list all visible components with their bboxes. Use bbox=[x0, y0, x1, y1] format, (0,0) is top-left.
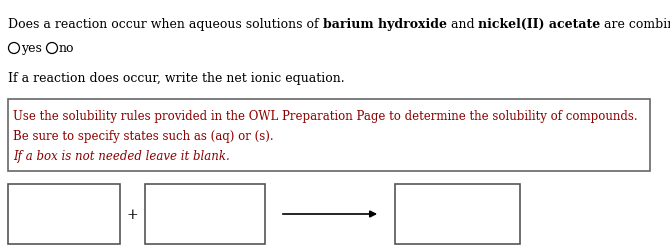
Text: Does a reaction occur when aqueous solutions of: Does a reaction occur when aqueous solut… bbox=[8, 18, 323, 31]
Text: Be sure to specify states such as (aq) or (s).: Be sure to specify states such as (aq) o… bbox=[13, 130, 273, 142]
Text: Use the solubility rules provided in the OWL Preparation Page to determine the s: Use the solubility rules provided in the… bbox=[13, 110, 638, 122]
Bar bbox=[8, 100, 650, 171]
Text: +: + bbox=[127, 207, 138, 221]
Text: If a reaction does occur, write the net ionic equation.: If a reaction does occur, write the net … bbox=[8, 72, 344, 85]
Text: nickel(II) acetate: nickel(II) acetate bbox=[478, 18, 600, 31]
Text: no: no bbox=[59, 42, 74, 55]
Text: and: and bbox=[447, 18, 478, 31]
Bar bbox=[395, 184, 520, 244]
Text: If a box is not needed leave it blank.: If a box is not needed leave it blank. bbox=[13, 150, 230, 162]
Bar bbox=[145, 184, 265, 244]
Text: barium hydroxide: barium hydroxide bbox=[323, 18, 447, 31]
Text: are combined?: are combined? bbox=[600, 18, 670, 31]
Text: yes: yes bbox=[21, 42, 42, 55]
Bar bbox=[8, 184, 120, 244]
